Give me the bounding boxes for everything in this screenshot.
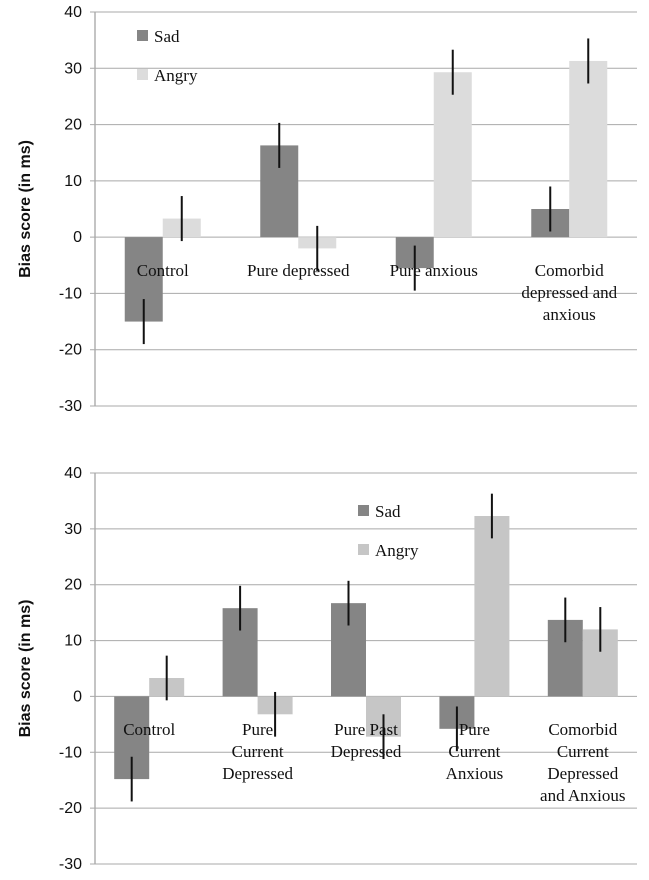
y-tick-label: -10 <box>59 744 82 761</box>
category-label-line: and Anxious <box>540 786 625 805</box>
category-label-line: Depressed <box>547 764 618 783</box>
y-tick-label: 10 <box>64 633 82 650</box>
y-tick-label: 40 <box>64 4 82 21</box>
category-label-line: Comorbid <box>535 261 604 280</box>
legend-label-angry: Angry <box>154 66 198 85</box>
legend-label-sad: Sad <box>375 502 401 521</box>
category-label-line: Pure Past <box>334 720 398 739</box>
bar-angry <box>569 60 608 238</box>
y-tick-label: 10 <box>64 173 82 190</box>
y-tick-label: -30 <box>59 398 82 415</box>
category-label: Control <box>137 261 189 280</box>
category-label-line: Control <box>123 720 175 739</box>
bar-angry <box>474 516 510 697</box>
y-tick-label: 40 <box>64 465 82 482</box>
legend-swatch-sad <box>137 30 148 41</box>
category-label-line: depressed and <box>521 283 617 302</box>
y-tick-label: 0 <box>73 688 82 705</box>
category-label-line: Comorbid <box>548 720 617 739</box>
legend-swatch-angry <box>358 544 369 555</box>
y-tick-label: 30 <box>64 60 82 77</box>
legend-swatch-sad <box>358 505 369 516</box>
category-label-line: Pure depressed <box>247 261 350 280</box>
y-tick-label: 0 <box>73 229 82 246</box>
legend-label-angry: Angry <box>375 541 419 560</box>
category-label: Pure Past Depressed <box>331 720 402 761</box>
y-tick-label: -20 <box>59 800 82 817</box>
y-axis-label: Bias score (in ms) <box>17 600 34 738</box>
y-tick-label: 20 <box>64 117 82 134</box>
category-label: Comorbid Current Depressed and Anxious <box>540 720 625 805</box>
category-label-line: Current <box>448 742 500 761</box>
category-label-line: Anxious <box>446 764 504 783</box>
category-label-line: Pure <box>459 720 490 739</box>
category-label-line: Control <box>137 261 189 280</box>
category-label: Pure Current Depressed <box>222 720 293 783</box>
category-label: Control <box>123 720 175 739</box>
y-tick-label: -10 <box>59 285 82 302</box>
category-label: Comorbid depressed and anxious <box>521 261 617 324</box>
category-label-line: Current <box>232 742 284 761</box>
y-tick-label: -30 <box>59 856 82 873</box>
y-tick-label: -20 <box>59 342 82 359</box>
category-label-line: Pure <box>242 720 273 739</box>
legend-label-sad: Sad <box>154 27 180 46</box>
y-tick-label: 30 <box>64 521 82 538</box>
category-label-line: anxious <box>543 305 596 324</box>
category-label-line: Current <box>557 742 609 761</box>
category-label: Pure anxious <box>390 261 478 280</box>
category-label-line: Pure anxious <box>390 261 478 280</box>
legend-swatch-angry <box>137 69 148 80</box>
y-axis-label: Bias score (in ms) <box>17 140 34 278</box>
category-label: Pure depressed <box>247 261 350 280</box>
category-label-line: Depressed <box>222 764 293 783</box>
category-label-line: Depressed <box>331 742 402 761</box>
category-label: Pure Current Anxious <box>446 720 504 783</box>
bar-angry <box>433 72 472 238</box>
y-tick-label: 20 <box>64 577 82 594</box>
